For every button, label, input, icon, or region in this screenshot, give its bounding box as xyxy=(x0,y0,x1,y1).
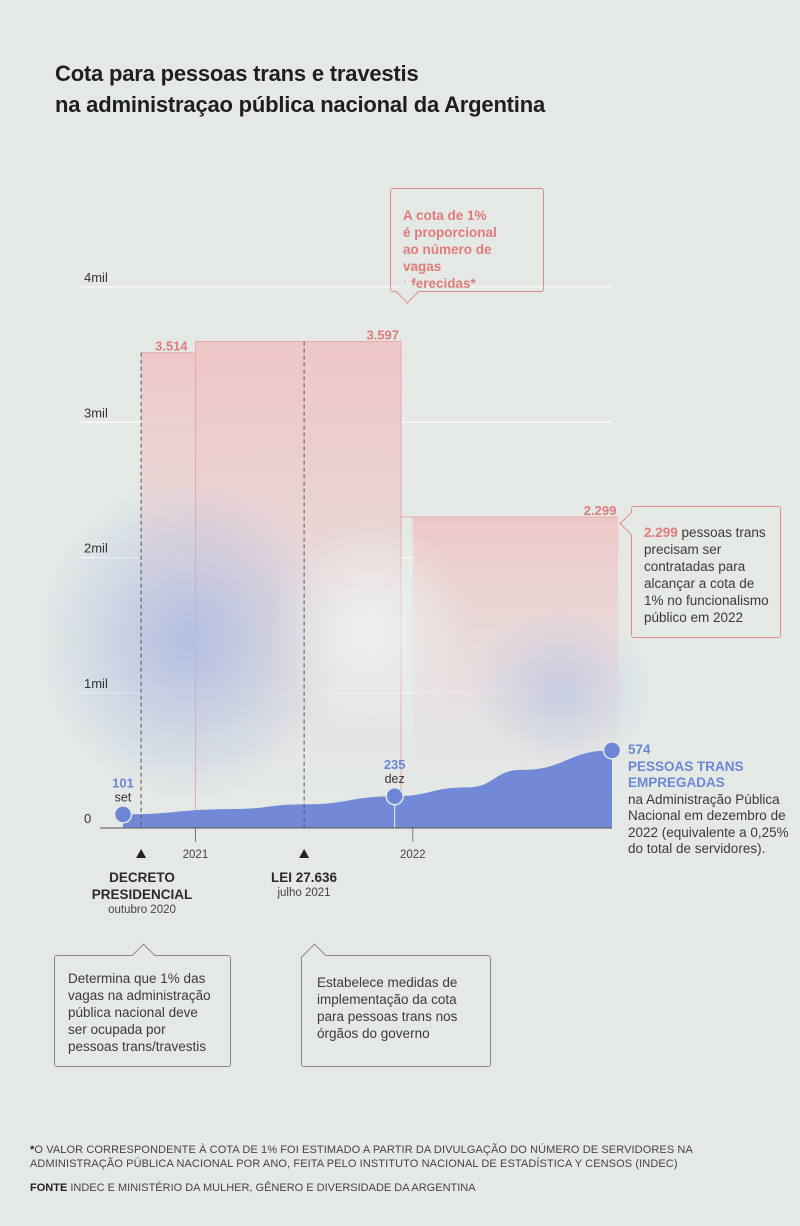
point-label: 101 xyxy=(112,775,134,790)
hires-line-3: contratadas para xyxy=(644,559,746,574)
hires-line-6: público em 2022 xyxy=(644,610,744,625)
law-note: Estabelece medidas de implementação da c… xyxy=(301,943,491,1067)
event-law: LEI 27.636 julho 2021 xyxy=(244,869,364,901)
employed-line-3: na Administração Pública xyxy=(628,791,780,807)
glow-blue-right xyxy=(470,610,650,770)
employed-area xyxy=(123,750,612,828)
decree-note-line-5: pessoas trans/travestis xyxy=(68,1039,207,1054)
y-tick-label: 0 xyxy=(84,811,91,826)
employed-number: 574 xyxy=(628,742,651,757)
x-tick-label: 2021 xyxy=(183,849,209,861)
quota-note-line-4: oferecidas* xyxy=(403,276,476,291)
glow-layer xyxy=(40,480,650,800)
y-tick-label: 4mil xyxy=(84,270,108,285)
title-line-2: na administraçao pública nacional da Arg… xyxy=(55,92,545,117)
law-note-line-1: Estabelece medidas de xyxy=(317,975,458,990)
x-tick-label: 2022 xyxy=(400,849,426,861)
hires-number: 2.299 xyxy=(644,525,678,540)
label-layer: 0 1mil 2mil 3mil 4mil 3.514 3.597 2.299 2021 2022… xyxy=(84,270,622,861)
employed-label-1: PESSOAS TRANS xyxy=(628,758,744,774)
point-label: 235 xyxy=(384,757,406,772)
event-decree-name-1: DECRETO xyxy=(109,870,175,885)
footnote-mark: * xyxy=(30,1144,35,1156)
quota-label: 3.514 xyxy=(155,339,188,354)
quota-note: A cota de 1% é proporcional ao número de… xyxy=(390,188,544,304)
quota-note-line-3: ao número de vagas xyxy=(403,242,492,274)
event-law-date: julho 2021 xyxy=(277,887,331,899)
quota-note-line-1: A cota de 1% xyxy=(403,208,487,223)
quota-label: 3.597 xyxy=(366,328,399,343)
law-note-line-4: órgãos do governo xyxy=(317,1026,430,1041)
point-sublabel: dez xyxy=(385,772,405,786)
axis-layer xyxy=(100,341,612,858)
glow-white xyxy=(270,520,470,740)
law-note-line-2: implementação da cota xyxy=(317,992,457,1007)
hires-text: pessoas trans xyxy=(677,525,766,540)
event-decree-name-2: PRESIDENCIAL xyxy=(91,887,193,902)
employed-line-6: do total de servidores). xyxy=(628,841,766,856)
y-tick-label: 3mil xyxy=(84,405,108,420)
y-tick-label: 2mil xyxy=(84,541,108,556)
quota-label: 2.299 xyxy=(584,503,617,518)
source-label: FONTE xyxy=(30,1182,68,1194)
glow-blue xyxy=(40,480,340,800)
title-line-1: Cota para pessoas trans e travestis xyxy=(55,61,419,86)
data-point xyxy=(113,805,133,824)
source: FONTE INDEC E MINISTÉRIO DA MULHER, GÊNE… xyxy=(30,1182,476,1194)
employed-annotation: 574 PESSOAS TRANS EMPREGADAS na Administ… xyxy=(628,742,798,858)
hires-line-5: 1% no funcionalismo xyxy=(644,593,769,608)
employed-line-5: 2022 (equivalente a 0,25% xyxy=(628,824,789,840)
employed-label-2: EMPREGADAS xyxy=(628,775,725,790)
point-sublabel: set xyxy=(115,790,132,804)
footnote-line-1: O VALOR CORRESPONDENTE À COTA DE 1% FOI … xyxy=(34,1144,693,1156)
page-title: Cota para pessoas trans e travestis na a… xyxy=(55,58,545,120)
law-note-line-3: para pessoas trans nos xyxy=(317,1009,458,1024)
decree-note-line-1: Determina que 1% das xyxy=(68,971,206,986)
event-decree-date: outubro 2020 xyxy=(108,904,176,916)
decree-note-line-3: pública nacional deve xyxy=(68,1005,198,1020)
decree-note-line-4: ser ocupada por xyxy=(68,1022,166,1037)
event-law-name: LEI 27.636 xyxy=(270,870,338,885)
footnote-line-2: ADMINISTRAÇÃO PÚBLICA NACIONAL POR ANO, … xyxy=(30,1158,678,1170)
event-decree: DECRETO PRESIDENCIAL outubro 2020 xyxy=(72,869,212,918)
event-marker xyxy=(299,849,310,858)
quota-note-line-2: é proporcional xyxy=(403,225,497,240)
hires-line-4: alcançar a cota de xyxy=(644,576,755,591)
decree-note-line-2: vagas na administração xyxy=(68,988,211,1003)
decree-note: Determina que 1% das vagas na administra… xyxy=(54,943,231,1067)
hires-line-2: precisam ser xyxy=(644,542,722,557)
employed-line-4: Nacional em dezembro de xyxy=(628,808,786,823)
event-marker xyxy=(136,849,147,858)
hires-note: 2.299 pessoas trans precisam ser contrat… xyxy=(619,506,781,638)
footnote: *O VALOR CORRESPONDENTE À COTA DE 1% FOI… xyxy=(30,1143,770,1171)
y-tick-label: 1mil xyxy=(84,676,108,691)
data-point xyxy=(602,741,622,760)
source-text: INDEC E MINISTÉRIO DA MULHER, GÊNERO E D… xyxy=(67,1182,476,1194)
data-point xyxy=(385,786,404,806)
